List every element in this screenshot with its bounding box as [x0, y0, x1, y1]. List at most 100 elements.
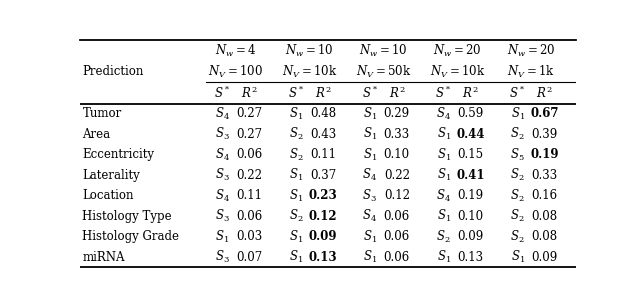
Text: 0.44: 0.44 [456, 128, 485, 141]
Text: 0.11: 0.11 [310, 148, 336, 161]
Text: 0.12: 0.12 [384, 189, 410, 202]
Text: $S_1$: $S_1$ [363, 106, 377, 122]
Text: 0.19: 0.19 [458, 189, 484, 202]
Text: 0.10: 0.10 [458, 210, 484, 223]
Text: $S_2$: $S_2$ [289, 126, 303, 142]
Text: $S^*$: $S^*$ [214, 85, 230, 101]
Text: 0.09: 0.09 [308, 230, 337, 243]
Text: $N_V = 1$k: $N_V = 1$k [508, 64, 555, 80]
Text: $R^2$: $R^2$ [241, 85, 257, 101]
Text: $S_1$: $S_1$ [289, 249, 303, 265]
Text: 0.27: 0.27 [236, 107, 262, 120]
Text: $S_4$: $S_4$ [214, 106, 230, 122]
Text: $N_w = 20$: $N_w = 20$ [507, 42, 556, 58]
Text: $R^2$: $R^2$ [463, 85, 479, 101]
Text: 0.22: 0.22 [384, 169, 410, 182]
Text: $S_1$: $S_1$ [436, 167, 451, 183]
Text: $S_1$: $S_1$ [436, 126, 451, 142]
Text: 0.15: 0.15 [458, 148, 484, 161]
Text: 0.06: 0.06 [383, 210, 410, 223]
Text: $S_4$: $S_4$ [214, 147, 230, 163]
Text: 0.13: 0.13 [458, 251, 484, 264]
Text: 0.06: 0.06 [383, 251, 410, 264]
Text: 0.41: 0.41 [456, 169, 485, 182]
Text: $S_4$: $S_4$ [214, 188, 230, 204]
Text: $S_4$: $S_4$ [436, 106, 451, 122]
Text: Location: Location [83, 189, 134, 202]
Text: $S_1$: $S_1$ [511, 249, 525, 265]
Text: $S_3$: $S_3$ [214, 167, 229, 183]
Text: $S_2$: $S_2$ [510, 188, 525, 204]
Text: $S_1$: $S_1$ [436, 208, 451, 224]
Text: $S_1$: $S_1$ [363, 228, 377, 245]
Text: 0.33: 0.33 [383, 128, 410, 141]
Text: $S_1$: $S_1$ [363, 249, 377, 265]
Text: Tumor: Tumor [83, 107, 122, 120]
Text: $S_1$: $S_1$ [511, 106, 525, 122]
Text: 0.11: 0.11 [236, 189, 262, 202]
Text: $N_V = 10$k: $N_V = 10$k [429, 64, 485, 80]
Text: 0.12: 0.12 [308, 210, 337, 223]
Text: $N_w = 4$: $N_w = 4$ [215, 42, 256, 58]
Text: $S^*$: $S^*$ [435, 85, 452, 101]
Text: $S_2$: $S_2$ [510, 208, 525, 224]
Text: $S_1$: $S_1$ [215, 228, 229, 245]
Text: 0.33: 0.33 [531, 169, 557, 182]
Text: $R^2$: $R^2$ [315, 85, 331, 101]
Text: Laterality: Laterality [83, 169, 140, 182]
Text: 0.43: 0.43 [310, 128, 336, 141]
Text: $S_2$: $S_2$ [510, 126, 525, 142]
Text: $N_w = 10$: $N_w = 10$ [359, 42, 408, 58]
Text: $S_1$: $S_1$ [289, 167, 303, 183]
Text: 0.06: 0.06 [236, 148, 262, 161]
Text: $S_1$: $S_1$ [436, 249, 451, 265]
Text: 0.16: 0.16 [532, 189, 557, 202]
Text: $S_3$: $S_3$ [214, 126, 229, 142]
Text: 0.67: 0.67 [531, 107, 559, 120]
Text: Histology Type: Histology Type [83, 210, 172, 223]
Text: 0.13: 0.13 [308, 251, 337, 264]
Text: 0.03: 0.03 [236, 230, 262, 243]
Text: $S_3$: $S_3$ [214, 249, 229, 265]
Text: $R^2$: $R^2$ [536, 85, 553, 101]
Text: 0.10: 0.10 [384, 148, 410, 161]
Text: $S^*$: $S^*$ [362, 85, 378, 101]
Text: $S_2$: $S_2$ [510, 167, 525, 183]
Text: 0.08: 0.08 [532, 210, 557, 223]
Text: 0.09: 0.09 [458, 230, 484, 243]
Text: Prediction: Prediction [83, 65, 144, 78]
Text: 0.59: 0.59 [458, 107, 484, 120]
Text: 0.27: 0.27 [236, 128, 262, 141]
Text: $N_V = 50$k: $N_V = 50$k [356, 64, 411, 80]
Text: $S_1$: $S_1$ [289, 228, 303, 245]
Text: $S_3$: $S_3$ [362, 188, 377, 204]
Text: $N_V = 10$k: $N_V = 10$k [282, 64, 337, 80]
Text: $S_4$: $S_4$ [362, 208, 377, 224]
Text: $N_V = 100$: $N_V = 100$ [208, 64, 263, 80]
Text: $N_w = 20$: $N_w = 20$ [433, 42, 481, 58]
Text: $N_w = 10$: $N_w = 10$ [285, 42, 333, 58]
Text: 0.07: 0.07 [236, 251, 262, 264]
Text: $S_3$: $S_3$ [214, 208, 229, 224]
Text: 0.06: 0.06 [236, 210, 262, 223]
Text: $S_2$: $S_2$ [436, 228, 451, 245]
Text: $S_2$: $S_2$ [289, 208, 303, 224]
Text: $S_5$: $S_5$ [510, 147, 525, 163]
Text: 0.29: 0.29 [384, 107, 410, 120]
Text: 0.39: 0.39 [531, 128, 557, 141]
Text: 0.06: 0.06 [383, 230, 410, 243]
Text: $S_2$: $S_2$ [289, 147, 303, 163]
Text: $S_1$: $S_1$ [436, 147, 451, 163]
Text: 0.19: 0.19 [531, 148, 559, 161]
Text: miRNA: miRNA [83, 251, 125, 264]
Text: 0.23: 0.23 [308, 189, 337, 202]
Text: Area: Area [83, 128, 111, 141]
Text: $S_4$: $S_4$ [362, 167, 377, 183]
Text: $S^*$: $S^*$ [287, 85, 304, 101]
Text: 0.48: 0.48 [310, 107, 336, 120]
Text: $R^2$: $R^2$ [388, 85, 405, 101]
Text: Histology Grade: Histology Grade [83, 230, 179, 243]
Text: $S_1$: $S_1$ [289, 106, 303, 122]
Text: $S^*$: $S^*$ [509, 85, 526, 101]
Text: 0.22: 0.22 [236, 169, 262, 182]
